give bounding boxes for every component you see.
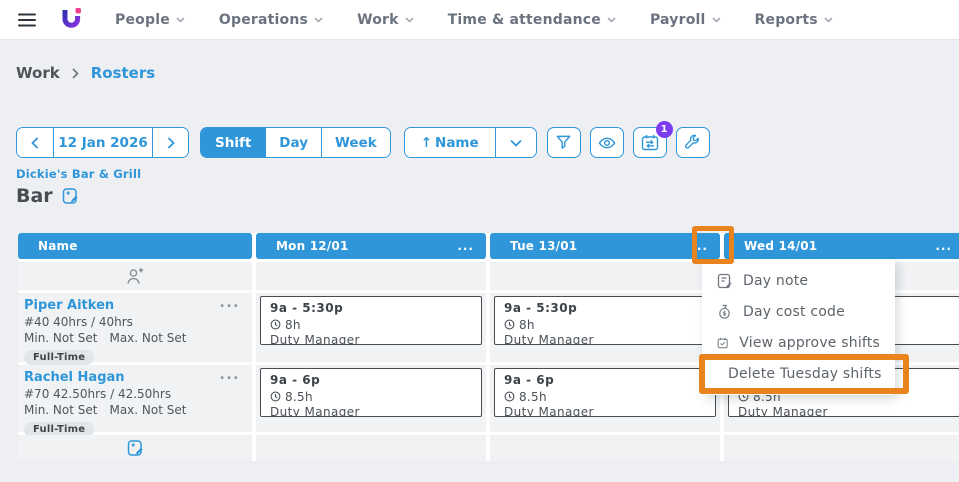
copy-roster-button[interactable]: 1 (632, 121, 673, 158)
arrow-up-icon: ↑ (420, 134, 433, 151)
nav-item-work[interactable]: Work (357, 12, 414, 28)
date-display[interactable]: 12 Jan 2026 (53, 128, 152, 157)
cost-code-icon: $ (719, 304, 730, 319)
day-cell[interactable]: 9a - 5:30p 8h Duty Manager (256, 293, 486, 362)
notification-badge: 1 (655, 121, 673, 138)
add-person-icon (127, 268, 144, 284)
day-cell[interactable]: 9a - 6p 8.5h Duty Manager (490, 365, 720, 432)
sort-dropdown-button[interactable] (494, 128, 536, 157)
chevron-down-icon (824, 16, 833, 23)
nav-item-operations[interactable]: Operations (219, 12, 323, 28)
clock-icon (504, 391, 515, 402)
column-header-monday: Mon 12/01... (256, 233, 486, 259)
chevron-down-icon (607, 16, 616, 23)
column-header-wednesday: Wed 14/01... (724, 233, 959, 259)
add-employee-cell[interactable] (18, 262, 252, 290)
monday-more-options-button[interactable]: ... (457, 239, 474, 253)
page-title: Bar (16, 185, 53, 207)
employee-min-max: Min. Not Set Max. Not Set (24, 403, 187, 417)
empty-day-cell[interactable] (256, 262, 486, 290)
column-header-name: Name (18, 233, 252, 259)
menu-item-view-approve-shifts[interactable]: View approve shifts (702, 327, 895, 358)
calendar-transfer-icon (641, 135, 658, 151)
area-heading-row: Bar (16, 185, 79, 207)
employee-row-rachel-hagan: Rachel Hagan ... #70 42.50hrs / 42.50hrs… (18, 365, 252, 437)
view-tab-week[interactable]: Week (321, 128, 390, 157)
add-roster-note-cell[interactable] (18, 435, 252, 461)
primary-nav: People Operations Work Time & attendance… (115, 12, 833, 28)
roster-toolbar: 12 Jan 2026 Shift Day Week ↑ Name 1 (16, 121, 710, 158)
view-switcher: Shift Day Week (200, 127, 391, 158)
breadcrumb-rosters[interactable]: Rosters (90, 64, 156, 82)
empty-day-cell[interactable] (490, 262, 720, 290)
breadcrumb: Work Rosters (16, 64, 155, 82)
column-header-tuesday: Tue 13/01... (490, 233, 720, 259)
filter-icon (556, 135, 571, 149)
wednesday-more-options-button[interactable]: ... (935, 239, 952, 253)
chevron-down-icon (314, 16, 323, 23)
day-cell[interactable]: 9a - 6p 8.5h Duty Manager (256, 365, 486, 432)
view-tab-day[interactable]: Day (265, 128, 321, 157)
shift-card[interactable]: 9a - 6p 8.5h Duty Manager (260, 368, 482, 417)
add-note-icon[interactable] (62, 187, 79, 205)
tools-button[interactable] (675, 127, 710, 158)
filter-button[interactable] (546, 127, 581, 158)
employee-more-options-button[interactable]: ... (219, 367, 240, 383)
eye-icon (598, 137, 615, 148)
prev-date-button[interactable] (17, 128, 53, 157)
employee-name-link[interactable]: Piper Aitken (24, 298, 115, 313)
day-cell[interactable]: 9a - 5:30p 8h Duty Manager (490, 293, 720, 362)
breadcrumb-work[interactable]: Work (16, 64, 60, 82)
chevron-left-icon (31, 136, 39, 149)
chevron-down-icon (405, 16, 414, 23)
menu-item-day-note[interactable]: Day note (702, 265, 895, 296)
app-logo-icon[interactable] (60, 7, 83, 32)
chevron-down-icon (712, 16, 721, 23)
employee-min-max: Min. Not Set Max. Not Set (24, 331, 187, 345)
employee-row-piper-aitken: Piper Aitken ... #40 40hrs / 40hrs Min. … (18, 293, 252, 365)
empty-day-cell[interactable] (724, 435, 959, 461)
shift-card[interactable]: 9a - 5:30p 8h Duty Manager (260, 296, 482, 345)
tuesday-more-options-button[interactable]: ... (691, 239, 708, 253)
employee-id-hours: #70 42.50hrs / 42.50hrs (24, 387, 172, 401)
calendar-check-icon (717, 337, 728, 348)
menu-item-day-cost-code[interactable]: $ Day cost code (702, 296, 895, 327)
clock-icon (270, 319, 281, 330)
view-tab-shift[interactable]: Shift (201, 128, 266, 157)
top-navbar: People Operations Work Time & attendance… (0, 0, 959, 40)
menu-item-delete-tuesday-shifts[interactable]: Delete Tuesday shifts (702, 358, 895, 389)
hamburger-menu-icon[interactable] (18, 12, 36, 28)
clock-icon (504, 319, 515, 330)
day-context-menu: Day note $ Day cost code View approve sh… (702, 259, 895, 395)
chevron-down-icon (176, 16, 185, 23)
employee-more-options-button[interactable]: ... (219, 295, 240, 311)
svg-text:$: $ (722, 310, 726, 317)
venue-link[interactable]: Dickie's Bar & Grill (16, 167, 142, 181)
employee-id-hours: #40 40hrs / 40hrs (24, 315, 133, 329)
empty-day-cell[interactable] (256, 435, 486, 461)
employment-type-badge: Full-Time (24, 350, 95, 365)
chevron-right-icon (167, 136, 175, 149)
add-note-icon (127, 440, 143, 456)
date-navigator: 12 Jan 2026 (16, 127, 189, 158)
nav-item-reports[interactable]: Reports (755, 12, 833, 28)
chevron-right-icon (72, 67, 79, 79)
chevron-down-icon (510, 139, 522, 147)
nav-item-time-attendance[interactable]: Time & attendance (448, 12, 616, 28)
sort-control: ↑ Name (403, 127, 537, 158)
employment-type-badge: Full-Time (24, 422, 95, 437)
sort-by-name-button[interactable]: ↑ Name (404, 128, 495, 157)
employee-name-link[interactable]: Rachel Hagan (24, 370, 125, 385)
shift-card[interactable]: 9a - 5:30p 8h Duty Manager (494, 296, 716, 345)
visibility-button[interactable] (589, 127, 624, 158)
nav-item-people[interactable]: People (115, 12, 185, 28)
empty-day-cell[interactable] (490, 435, 720, 461)
note-icon (717, 273, 732, 288)
shift-card[interactable]: 9a - 6p 8.5h Duty Manager (494, 368, 716, 417)
nav-item-payroll[interactable]: Payroll (650, 12, 721, 28)
clock-icon (270, 391, 281, 402)
next-date-button[interactable] (152, 128, 188, 157)
wrench-icon (685, 134, 700, 149)
